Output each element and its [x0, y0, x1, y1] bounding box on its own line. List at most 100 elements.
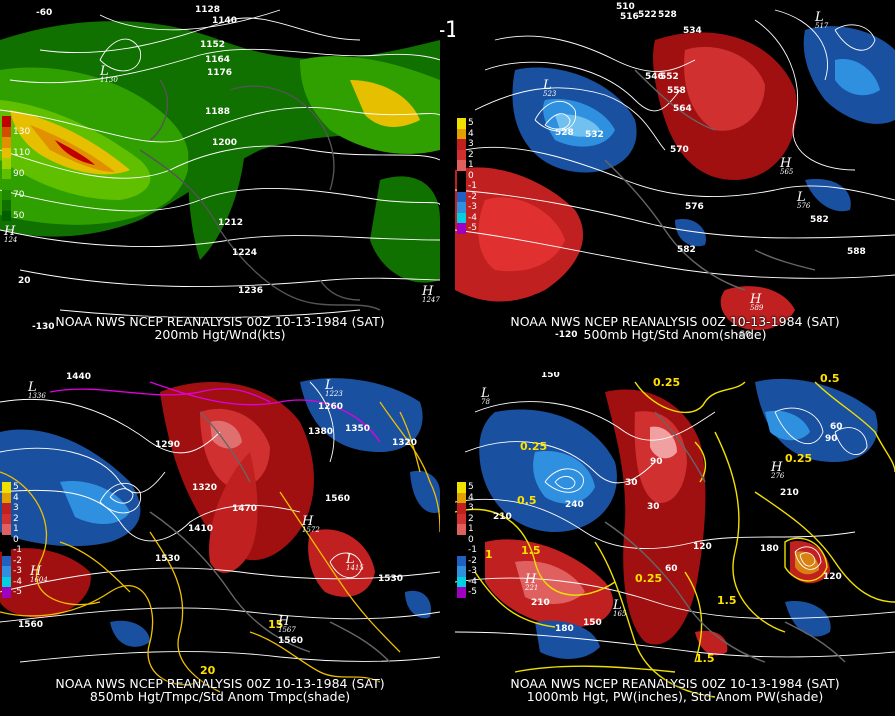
contour-label: 1320: [192, 483, 218, 493]
panel-1000mb: 5 4 3 2 1 0 -1 -2 -3 -4 -5 150 210 240 9…: [455, 372, 895, 716]
height-contours: [455, 401, 895, 658]
pw-label: 0.25: [520, 440, 548, 453]
panel-850mb: 5 4 3 2 1 0 -1 -2 -3 -4 -5 1440 1290 132…: [0, 372, 440, 716]
contour-label: 60: [665, 564, 678, 574]
contour-label: 120: [823, 572, 842, 582]
contour-label: 1152: [200, 40, 226, 50]
pw-label: 1.5: [521, 544, 541, 557]
panel-product: 200mb Hgt/Wnd(kts): [154, 327, 286, 342]
contour-label: 1560: [325, 494, 351, 504]
temperature-label: 15: [268, 618, 284, 631]
contour-label: 240: [565, 500, 584, 510]
contour-label: 582: [810, 215, 829, 225]
lon-label: -60: [36, 8, 53, 18]
contour-label: 588: [847, 247, 866, 257]
contour-label: 528: [555, 128, 574, 138]
contour-label: 1470: [232, 504, 258, 514]
pressure-center: L 1415: [346, 552, 364, 572]
contour-label: 528: [658, 10, 677, 20]
map-1000mb: [455, 372, 895, 716]
pressure-center: H 1572: [302, 514, 320, 534]
pressure-center: L 1336: [28, 380, 46, 400]
temperature-label: 20: [200, 664, 216, 677]
pw-label: 0.25: [785, 452, 813, 465]
contour-label: 564: [673, 104, 692, 114]
lat-label: 20: [18, 276, 31, 286]
contour-label: 1224: [232, 248, 258, 258]
pw-label: 0.25: [635, 572, 663, 585]
pressure-center: H 1567: [278, 614, 296, 634]
panel-source: NOAA NWS NCEP REANALYSIS 00Z 10-13-1984 …: [510, 314, 840, 329]
panel-source: NOAA NWS NCEP REANALYSIS 00Z 10-13-1984 …: [510, 676, 840, 691]
contour-label: 1530: [155, 554, 181, 564]
pw-label: 1.5: [695, 652, 715, 665]
contour-label: 510: [616, 2, 635, 12]
contour-label: 90: [825, 434, 838, 444]
legend-850mb: 5 4 3 2 1 0 -1 -2 -3 -4 -5: [2, 482, 22, 598]
pressure-center: L 576: [797, 190, 811, 210]
pressure-center: H 276: [771, 460, 785, 480]
pressure-center: H 221: [525, 572, 539, 592]
contour-label: 90: [650, 457, 663, 467]
coastlines: [149, 411, 391, 663]
contour-label: 210: [780, 488, 799, 498]
contour-label: 1320: [392, 438, 418, 448]
contour-label: 1380: [308, 427, 334, 437]
coastlines: [139, 79, 381, 311]
pressure-center: L 1223: [325, 378, 343, 398]
contour-label: 534: [683, 26, 702, 36]
legend-1000mb: 5 4 3 2 1 0 -1 -2 -3 -4 -5: [457, 482, 477, 598]
pressure-center: H 1247: [422, 284, 440, 304]
contour-label: 1176: [207, 68, 233, 78]
contour-label: 180: [760, 544, 779, 554]
height-contours: [0, 381, 440, 663]
contour-label: 210: [531, 598, 550, 608]
pressure-center: L 517: [815, 10, 829, 30]
panel-source: NOAA NWS NCEP REANALYSIS 00Z 10-13-1984 …: [55, 314, 385, 329]
pressure-center: L 523: [543, 78, 557, 98]
pw-label: 0.5: [517, 494, 537, 507]
contour-label: 1164: [205, 55, 231, 65]
contour-label: 516: [620, 12, 639, 22]
pw-label: 0.25: [653, 376, 681, 389]
pressure-center: H 589: [750, 292, 764, 312]
panel-200mb: 130 110 90 70 50 1128 1140 1152 1164 117…: [0, 0, 440, 342]
contour-label: 1440: [66, 372, 92, 382]
pw-label: 1.5: [717, 594, 737, 607]
precipitable-water-contours: [455, 381, 895, 698]
panel-product: 1000mb Hgt, PW(inches), Std Anom PW(shad…: [526, 689, 824, 704]
contour-label: 1212: [218, 218, 244, 228]
legend-500mb: 5 4 3 2 1 0 -1 -2 -3 -4 -5: [457, 118, 477, 234]
contour-label: 570: [670, 145, 689, 155]
pressure-center: H 1604: [30, 564, 48, 584]
pressure-center: L 165: [613, 598, 627, 618]
panel-source: NOAA NWS NCEP REANALYSIS 00Z 10-13-1984 …: [55, 676, 385, 691]
contour-label: 1236: [238, 286, 264, 296]
contour-label: 552: [660, 72, 679, 82]
coastlines: [604, 411, 846, 663]
panel-product: 850mb Hgt/Tmpc/Std Anom Tmpc(shade): [89, 689, 351, 704]
lon-label: -120: [555, 330, 578, 340]
contour-label: 150: [541, 372, 560, 380]
map-200mb: [0, 0, 440, 342]
contour-label: 558: [667, 86, 686, 96]
contour-label: 180: [555, 624, 574, 634]
contour-label: 1140: [212, 16, 238, 26]
coastlines: [604, 69, 816, 291]
contour-label: 532: [585, 130, 604, 140]
contour-label: 1260: [318, 402, 344, 412]
panel-500mb: 5 4 3 2 1 0 -1 -2 -3 -4 -5 510 516 522 5…: [455, 0, 895, 342]
pressure-center: H 565: [780, 156, 794, 176]
panel-product: 500mb Hgt/Std Anom(shade): [583, 327, 767, 342]
map-850mb: [0, 372, 440, 716]
pressure-center: L 1130: [100, 64, 118, 84]
contour-label: 30: [625, 478, 638, 488]
contour-label: 30: [647, 502, 660, 512]
legend-200mb: 130 110 90 70 50: [2, 116, 30, 221]
map-500mb: [455, 0, 895, 342]
lon-label: -60: [735, 330, 752, 340]
contour-label: 522: [638, 10, 657, 20]
contour-label: 60: [830, 422, 843, 432]
pw-label: 1: [485, 548, 493, 561]
contour-label: 546: [645, 72, 664, 82]
